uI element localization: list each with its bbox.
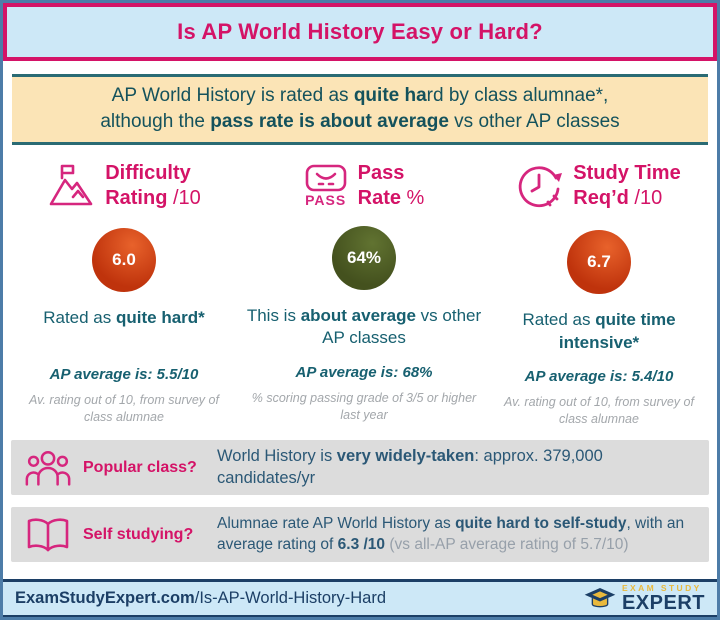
study-time-footnote: Av. rating out of 10, from survey of cla…: [504, 395, 694, 427]
study-time-title-line2: Req’d: [573, 186, 629, 209]
pass-rate-title: Pass Rate %: [358, 161, 425, 210]
pass-stamp-icon: PASS: [304, 161, 348, 208]
popular-class-text-bold: very widely-taken: [336, 446, 475, 465]
graduation-cap-icon: [583, 585, 617, 613]
summary-line1-post: rd by class alumnae*,: [426, 85, 609, 106]
study-time-column: Study Time Req’d /10 6.7 Rated as quite …: [491, 161, 707, 428]
people-group-icon: [21, 449, 75, 487]
brand-logo: EXAM STUDY EXPERT: [583, 584, 705, 614]
pass-rate-statement: This is about average vs other AP classe…: [237, 305, 491, 351]
difficulty-average-suffix: /10: [177, 366, 199, 384]
pass-rate-column: PASS Pass Rate % 64% This is about avera…: [237, 161, 491, 428]
study-time-statement: Rated as quite time intensive*: [491, 309, 707, 355]
self-study-text-gray: (vs all-AP average rating of 5.7/10): [385, 535, 629, 553]
difficulty-statement-pre: Rated as: [43, 308, 116, 328]
popular-class-text-post: : approx. 379,000 candidates/yr: [217, 446, 603, 487]
difficulty-header: Difficulty Rating /10: [47, 161, 201, 210]
difficulty-score-value: 6.0: [112, 250, 136, 270]
summary-line2-bold: pass rate is about average: [210, 111, 449, 133]
brand-logo-text: EXAM STUDY EXPERT: [622, 584, 705, 614]
summary-line2-post: vs other AP classes: [448, 111, 620, 133]
pass-rate-title-suffix: %: [401, 186, 425, 209]
summary-box: AP World History is rated as quite hard …: [12, 74, 708, 146]
study-time-average: AP average is: 5.4/10: [491, 368, 707, 385]
pass-rate-average-label: AP average is:: [295, 364, 403, 382]
difficulty-statement: Rated as quite hard*: [11, 307, 237, 353]
study-time-title: Study Time Req’d /10: [573, 161, 680, 210]
difficulty-column: Difficulty Rating /10 6.0 Rated as quite…: [11, 161, 237, 428]
difficulty-footnote: Av. rating out of 10, from survey of cla…: [29, 393, 219, 425]
pass-rate-statement-post: vs other AP classes: [322, 306, 482, 348]
difficulty-title-line2: Rating: [105, 186, 168, 209]
difficulty-title-suffix: /10: [167, 186, 201, 209]
self-study-bar: Self studying? Alumnae rate AP World His…: [11, 507, 709, 563]
difficulty-score-badge: 6.0: [92, 228, 156, 293]
self-study-text: Alumnae rate AP World History as quite h…: [213, 514, 699, 555]
popular-class-bar: Popular class? World History is very wid…: [11, 440, 709, 496]
self-study-text-mid: , with an average rating of: [217, 515, 685, 553]
study-time-header: Study Time Req’d /10: [517, 161, 681, 210]
popular-class-label: Popular class?: [83, 458, 197, 476]
summary-line2-pre: although the: [100, 111, 211, 133]
popular-class-text: World History is very widely-taken: appr…: [213, 446, 699, 490]
difficulty-average-value: 5.5: [156, 366, 178, 384]
pass-rate-statement-bold: about average: [300, 306, 416, 326]
pass-rate-title-line1: Pass: [357, 162, 405, 185]
mountain-flag-icon: [47, 161, 95, 207]
pass-rate-score-badge: 64%: [332, 226, 396, 291]
difficulty-statement-bold: quite hard*: [115, 308, 205, 328]
self-study-label: Self studying?: [83, 525, 194, 543]
study-time-title-suffix: /10: [628, 186, 663, 209]
study-time-average-value: 5.4: [631, 368, 653, 386]
source-url[interactable]: ExamStudyExpert.com/Is-AP-World-History-…: [15, 589, 386, 608]
difficulty-average: AP average is: 5.5/10: [11, 366, 237, 383]
source-url-domain: ExamStudyExpert.com: [15, 589, 195, 607]
popular-class-text-pre: World History is: [217, 446, 337, 465]
open-book-icon: [21, 516, 75, 554]
source-url-path: /Is-AP-World-History-Hard: [194, 589, 387, 607]
study-time-statement-pre: Rated as: [522, 310, 596, 330]
pass-rate-title-line2: Rate: [357, 186, 401, 209]
summary-line1-bold: quite ha: [353, 85, 427, 106]
pass-rate-statement-pre: This is: [246, 306, 301, 326]
pass-rate-footnote: % scoring passing grade of 3/5 or higher…: [251, 391, 477, 423]
brand-logo-line1: EXAM STUDY: [621, 582, 702, 593]
difficulty-title: Difficulty Rating /10: [105, 161, 201, 210]
footer-bar: ExamStudyExpert.com/Is-AP-World-History-…: [3, 579, 717, 617]
study-time-title-line1: Study Time: [573, 162, 681, 185]
pass-rate-header: PASS Pass Rate %: [304, 161, 425, 210]
self-study-text-pre: Alumnae rate AP World History as: [217, 515, 456, 533]
brand-logo-line2: EXPERT: [621, 592, 705, 615]
title-banner: Is AP World History Easy or Hard?: [3, 3, 717, 61]
pass-rate-score-value: 64%: [346, 248, 382, 268]
difficulty-title-line1: Difficulty: [105, 162, 191, 185]
pass-rate-average: AP average is: 68%: [237, 364, 491, 381]
study-time-average-suffix: /10: [652, 368, 674, 386]
self-study-text-bold2: 6.3 /10: [337, 535, 386, 553]
difficulty-average-label: AP average is:: [49, 366, 157, 384]
page-title: Is AP World History Easy or Hard?: [177, 19, 543, 44]
summary-line1-pre: AP World History is rated as: [111, 85, 354, 106]
self-study-text-bold: quite hard to self-study: [455, 515, 627, 533]
study-time-score-value: 6.7: [587, 252, 611, 272]
study-time-score-badge: 6.7: [567, 230, 631, 295]
stats-columns: Difficulty Rating /10 6.0 Rated as quite…: [11, 161, 709, 428]
pass-rate-average-value: 68%: [402, 364, 433, 382]
pass-stamp-caption: PASS: [305, 192, 347, 209]
clock-arrow-icon: [517, 161, 563, 209]
study-time-statement-bold: quite time intensive*: [558, 310, 676, 352]
study-time-average-label: AP average is:: [524, 368, 632, 386]
